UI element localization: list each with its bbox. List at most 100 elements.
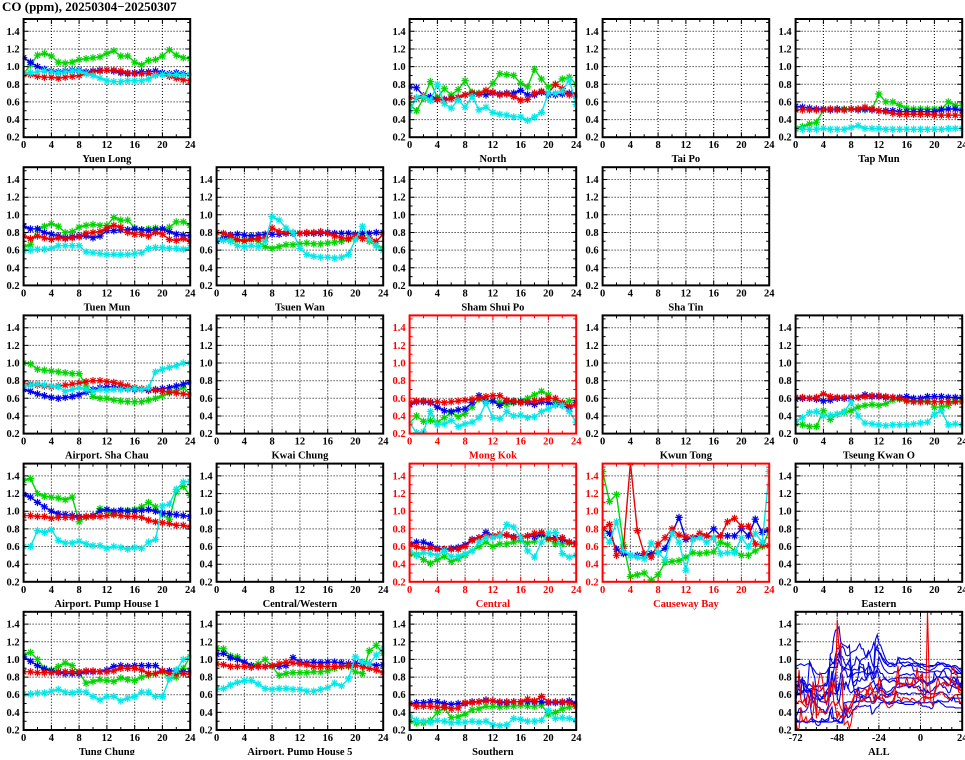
svg-text:12: 12	[102, 437, 113, 448]
svg-text:20: 20	[350, 733, 361, 744]
svg-text:16: 16	[901, 585, 912, 596]
svg-text:0.2: 0.2	[199, 429, 212, 440]
svg-text:1.2: 1.2	[392, 637, 405, 648]
svg-text:16: 16	[901, 140, 912, 151]
svg-text:0: 0	[214, 585, 219, 596]
svg-text:ALL: ALL	[868, 747, 890, 755]
svg-text:24: 24	[957, 437, 965, 448]
svg-text:Tai Po: Tai Po	[672, 154, 701, 165]
svg-text:Yuen Long: Yuen Long	[82, 154, 132, 165]
svg-text:20: 20	[350, 585, 361, 596]
svg-text:24: 24	[764, 585, 775, 596]
svg-text:0.8: 0.8	[585, 228, 598, 239]
svg-text:0.4: 0.4	[392, 560, 406, 571]
svg-text:1.2: 1.2	[199, 341, 212, 352]
svg-text:16: 16	[129, 437, 140, 448]
svg-text:1.0: 1.0	[778, 359, 791, 370]
svg-text:20: 20	[736, 140, 747, 151]
svg-text:8: 8	[655, 288, 660, 299]
svg-text:0.6: 0.6	[199, 690, 212, 701]
svg-text:24: 24	[185, 437, 196, 448]
svg-text:8: 8	[848, 140, 853, 151]
svg-text:0.2: 0.2	[778, 429, 791, 440]
svg-text:CO (ppm), 20250304−20250307: CO (ppm), 20250304−20250307	[2, 0, 177, 14]
svg-text:24: 24	[378, 437, 389, 448]
svg-text:0.8: 0.8	[199, 524, 212, 535]
svg-text:16: 16	[129, 140, 140, 151]
svg-text:0.8: 0.8	[585, 376, 598, 387]
svg-text:24: 24	[185, 585, 196, 596]
svg-text:1.2: 1.2	[778, 637, 791, 648]
svg-text:0.2: 0.2	[6, 133, 19, 144]
svg-text:4: 4	[435, 437, 441, 448]
svg-text:1.2: 1.2	[392, 45, 405, 56]
svg-text:4: 4	[628, 288, 634, 299]
svg-text:24: 24	[378, 585, 389, 596]
svg-text:1.4: 1.4	[199, 620, 213, 631]
svg-text:1.0: 1.0	[199, 210, 212, 221]
svg-text:0: 0	[214, 733, 219, 744]
svg-text:0.2: 0.2	[199, 281, 212, 292]
svg-text:0.8: 0.8	[6, 376, 19, 387]
svg-text:0.4: 0.4	[199, 412, 213, 423]
svg-text:-48: -48	[830, 733, 844, 744]
svg-text:Tuen Mun: Tuen Mun	[84, 302, 131, 313]
svg-text:1.4: 1.4	[199, 323, 213, 334]
svg-text:0: 0	[600, 585, 605, 596]
svg-text:0: 0	[918, 733, 923, 744]
svg-text:1.2: 1.2	[6, 45, 19, 56]
svg-text:0.4: 0.4	[199, 560, 213, 571]
svg-text:Sha Tin: Sha Tin	[668, 302, 703, 313]
svg-text:24: 24	[764, 437, 775, 448]
svg-text:0.6: 0.6	[6, 97, 19, 108]
svg-text:24: 24	[378, 288, 389, 299]
svg-text:0: 0	[407, 733, 412, 744]
svg-text:20: 20	[157, 733, 168, 744]
svg-text:20: 20	[157, 437, 168, 448]
svg-text:4: 4	[435, 288, 441, 299]
svg-text:12: 12	[874, 140, 885, 151]
svg-text:24: 24	[571, 585, 582, 596]
svg-text:8: 8	[655, 437, 660, 448]
svg-text:0.6: 0.6	[199, 394, 212, 405]
svg-text:4: 4	[628, 585, 634, 596]
svg-text:0.4: 0.4	[778, 412, 792, 423]
svg-text:1.4: 1.4	[6, 620, 20, 631]
svg-text:8: 8	[76, 733, 81, 744]
svg-text:8: 8	[76, 140, 81, 151]
svg-text:Tsuen Wan: Tsuen Wan	[275, 302, 325, 313]
svg-text:1.0: 1.0	[199, 507, 212, 518]
svg-text:0.4: 0.4	[6, 412, 20, 423]
svg-text:12: 12	[874, 585, 885, 596]
svg-text:0.6: 0.6	[6, 394, 19, 405]
svg-text:1.0: 1.0	[778, 62, 791, 73]
svg-text:1.2: 1.2	[6, 489, 19, 500]
svg-text:0.8: 0.8	[778, 80, 791, 91]
svg-text:0.2: 0.2	[392, 577, 405, 588]
svg-text:20: 20	[543, 140, 554, 151]
svg-text:24: 24	[764, 288, 775, 299]
svg-text:0: 0	[21, 140, 26, 151]
svg-text:12: 12	[102, 140, 113, 151]
svg-text:1.4: 1.4	[6, 27, 20, 38]
svg-text:24: 24	[185, 140, 196, 151]
svg-text:12: 12	[681, 585, 692, 596]
svg-text:16: 16	[129, 585, 140, 596]
svg-text:4: 4	[49, 733, 55, 744]
svg-text:1.4: 1.4	[778, 323, 792, 334]
svg-text:1.4: 1.4	[6, 323, 20, 334]
svg-text:1.0: 1.0	[585, 62, 598, 73]
svg-text:0.8: 0.8	[199, 376, 212, 387]
svg-text:20: 20	[157, 140, 168, 151]
svg-text:1.4: 1.4	[392, 471, 406, 482]
svg-text:0.6: 0.6	[392, 97, 405, 108]
svg-text:Causeway Bay: Causeway Bay	[653, 599, 719, 610]
svg-text:0: 0	[793, 437, 798, 448]
svg-text:16: 16	[129, 733, 140, 744]
svg-text:16: 16	[322, 585, 333, 596]
svg-text:0.2: 0.2	[392, 133, 405, 144]
svg-text:1.2: 1.2	[392, 489, 405, 500]
svg-text:12: 12	[295, 733, 306, 744]
svg-text:1.0: 1.0	[6, 210, 19, 221]
svg-text:12: 12	[681, 140, 692, 151]
